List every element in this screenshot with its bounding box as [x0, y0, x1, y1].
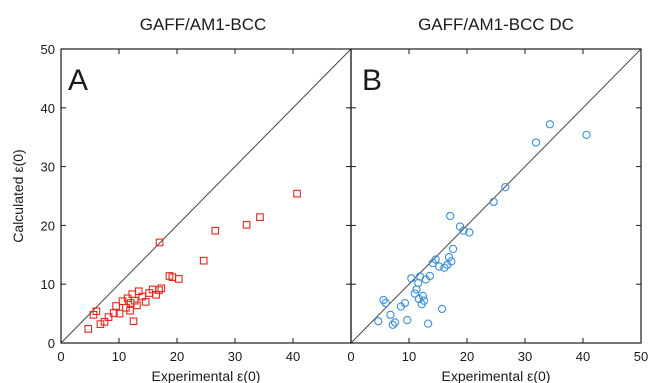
panel-b-data-point	[435, 262, 444, 271]
panel-a-xtick-label: 10	[112, 349, 126, 364]
panel-b-diagonal-line	[350, 48, 642, 344]
panel-b-data-point	[582, 130, 591, 139]
panel-b-data-point	[545, 120, 555, 129]
panel-a-ytick-label: 0	[48, 336, 55, 351]
panel-b-data-point	[444, 253, 454, 262]
panel-a-data-point	[128, 290, 137, 299]
panel-b-data-point	[489, 197, 498, 207]
panel-a-diagonal-line	[60, 48, 352, 344]
panel-a-xtick-label: 0	[57, 349, 64, 364]
panel-a-data-point	[242, 220, 251, 229]
panel-a-data-point	[115, 309, 124, 318]
panel-a-ytick-label: 30	[41, 160, 55, 175]
panel-b-data-point	[423, 319, 433, 328]
panel-b-data-point	[459, 226, 468, 235]
panel-a-data-point	[84, 325, 93, 333]
panel-b-data-point	[447, 257, 456, 266]
panel-b-data-point	[403, 315, 412, 325]
panel-a-data-point	[293, 189, 301, 198]
panel-b-data-point	[440, 263, 449, 272]
panel-a-xlabel: Experimental ε(0)	[152, 368, 261, 383]
panel-a-data-point	[155, 238, 164, 247]
panel-b-data-point	[410, 289, 419, 298]
panel-b-xtick-label: 0	[347, 349, 354, 364]
panel-b-data-point	[431, 255, 440, 264]
panel-b-xlabel: Experimental ε(0)	[442, 368, 551, 383]
panel-b-data-point	[381, 298, 390, 308]
panel-b-data-point	[501, 183, 510, 192]
panel-b-frame	[350, 48, 642, 344]
panel-b-xtick-label: 40	[576, 349, 590, 364]
panel-a-xtick-label: 20	[170, 349, 184, 364]
panel-b-data-point	[531, 138, 541, 147]
panel-b-xtick-label: 50	[634, 349, 648, 364]
panel-a-data-point	[256, 213, 264, 222]
panel-a-data-point	[129, 317, 138, 326]
panel-a-data-point	[211, 226, 220, 235]
panel-a-data-point	[92, 307, 101, 316]
panel-b-xtick-label: 20	[460, 349, 474, 364]
panel-a-data-point	[157, 284, 166, 293]
panel-a-data-point	[100, 317, 109, 326]
panel-a-ylabel: Calculated ε(0)	[10, 149, 26, 242]
panel-a-xtick-label: 30	[228, 349, 242, 364]
panel-b-data-point	[437, 304, 447, 314]
panel-a-data-point	[155, 286, 163, 294]
panel-a-data-point	[199, 256, 208, 265]
panel-a-xtick-label: 40	[286, 349, 300, 364]
panel-a-data-point	[126, 306, 134, 315]
panel-a-title: GAFF/AM1-BCC	[140, 15, 267, 34]
panel-b-data-point	[465, 228, 474, 237]
panel-b-title: GAFF/AM1-BCC DC	[418, 15, 574, 34]
panel-b-data-point	[446, 211, 455, 221]
panel-a-data-point	[104, 313, 113, 321]
panel-b-data-point	[419, 296, 429, 305]
panel-b-data-point	[418, 291, 428, 301]
panel-a-data-point	[141, 297, 150, 306]
panel-b-label: B	[362, 64, 382, 97]
panel-a-ytick-label: 20	[41, 218, 55, 233]
panel-b-xtick-label: 30	[518, 349, 532, 364]
panel-b-data-point	[407, 274, 416, 283]
panel-a-data-point	[174, 275, 183, 283]
panel-a-label: A	[68, 64, 88, 97]
panel-b-data-point	[374, 317, 383, 326]
panel-a-ytick-label: 10	[41, 277, 55, 292]
panel-b-data-point	[400, 298, 410, 308]
panel-a-data-point	[130, 296, 139, 305]
panel-b-data-point	[386, 310, 395, 319]
panel-b-xtick-label: 10	[402, 349, 416, 364]
panel-a-data-point	[112, 302, 120, 310]
panel-a-ytick-label: 50	[41, 42, 55, 57]
panel-b-data-point	[388, 320, 397, 329]
panel-a-data-point	[133, 301, 141, 310]
panel-b-data-point	[448, 244, 458, 254]
panel-b-data-point	[425, 271, 435, 281]
panel-b-data-point	[390, 318, 400, 327]
panel-a-ytick-label: 40	[41, 101, 55, 116]
panel-a-data-point	[96, 320, 105, 329]
